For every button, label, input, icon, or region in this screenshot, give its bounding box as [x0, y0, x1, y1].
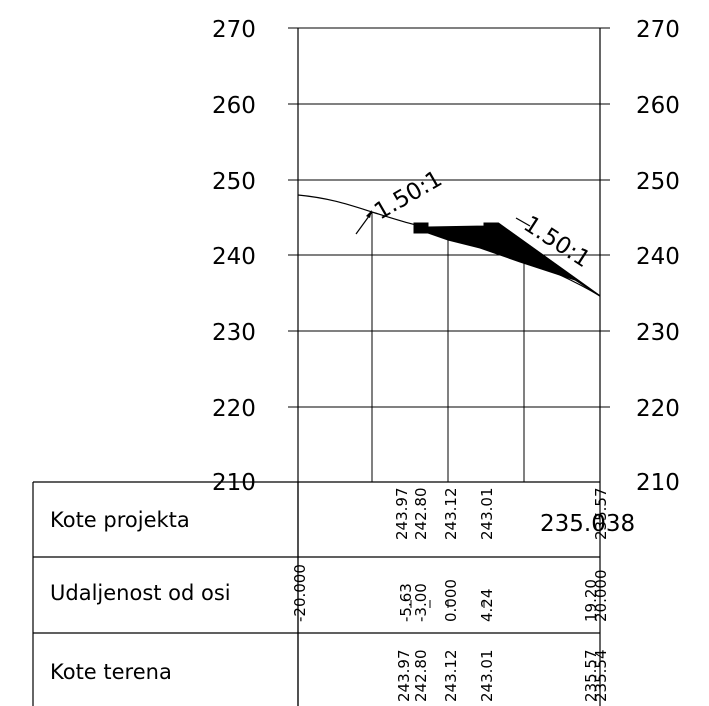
left-shoulder	[414, 223, 428, 233]
project-elevation: 242.80	[412, 488, 430, 541]
distance-values: -20.000 -5.63 -3.00 0.000 4.24 19.20 20.…	[291, 564, 610, 622]
data-table	[32, 481, 600, 706]
project-elevation: 243.01	[478, 488, 496, 541]
project-elevation-values: 243.97 242.80 243.12 243.01 235.57	[393, 488, 610, 541]
left-tick-label: 230	[212, 320, 256, 346]
distance-value: -20.000	[291, 564, 309, 622]
terrain-elevation: 242.80	[412, 650, 430, 703]
right-tick-label: 260	[636, 93, 680, 119]
distance-value: 4.24	[478, 589, 496, 622]
terrain-elevation: 243.01	[478, 650, 496, 703]
terrain-elevation-values: 243.97 242.80 243.12 243.01 235.57 235.5…	[395, 650, 610, 703]
right-axis-labels: 270 260 250 240 230 220 210	[636, 17, 680, 496]
terrain-elevation: 235.57	[582, 650, 600, 703]
project-end-label: 235.038	[540, 511, 635, 537]
left-slope-label: 1.50:1	[370, 166, 447, 225]
left-tick-label: 260	[212, 93, 256, 119]
distance-value: 0.000	[442, 579, 460, 622]
table-tick-marks	[410, 600, 485, 608]
right-tick-label: 250	[636, 169, 680, 195]
distance-value: 19.20	[582, 579, 600, 622]
fill-slope-line	[497, 222, 601, 297]
distance-value: 20.000	[592, 570, 610, 623]
road-section-fill	[413, 222, 601, 297]
left-axis-labels: 270 260 250 240 230 220 210	[212, 17, 256, 496]
terrain-elevation: 235.54	[592, 650, 610, 703]
left-tick-label: 240	[212, 244, 256, 270]
right-tick-label: 270	[636, 17, 680, 43]
row-label-project-elevations: Kote projekta	[50, 508, 190, 532]
right-tick-label: 240	[636, 244, 680, 270]
arrow-head-icon	[366, 210, 372, 218]
left-tick-label: 210	[212, 470, 256, 496]
grid-lines	[288, 27, 610, 408]
right-tick-label: 220	[636, 396, 680, 422]
terrain-elevation: 243.97	[395, 650, 413, 703]
project-elevation: 243.97	[393, 488, 411, 541]
right-tick-label: 230	[636, 320, 680, 346]
project-elevation: 235.57	[592, 488, 610, 541]
left-tick-label: 220	[212, 396, 256, 422]
station-lines	[371, 212, 525, 482]
left-tick-label: 270	[212, 17, 256, 43]
row-label-terrain-elevations: Kote terena	[50, 660, 172, 684]
row-label-distance: Udaljenost od osi	[50, 581, 231, 605]
distance-value: -5.63	[397, 583, 415, 622]
right-tick-label: 210	[636, 470, 680, 496]
project-elevation: 243.12	[442, 488, 460, 541]
right-slope-dash	[515, 217, 531, 227]
distance-value: -3.00	[412, 583, 430, 622]
terrain-elevation: 243.12	[442, 650, 460, 703]
left-tick-label: 250	[212, 169, 256, 195]
